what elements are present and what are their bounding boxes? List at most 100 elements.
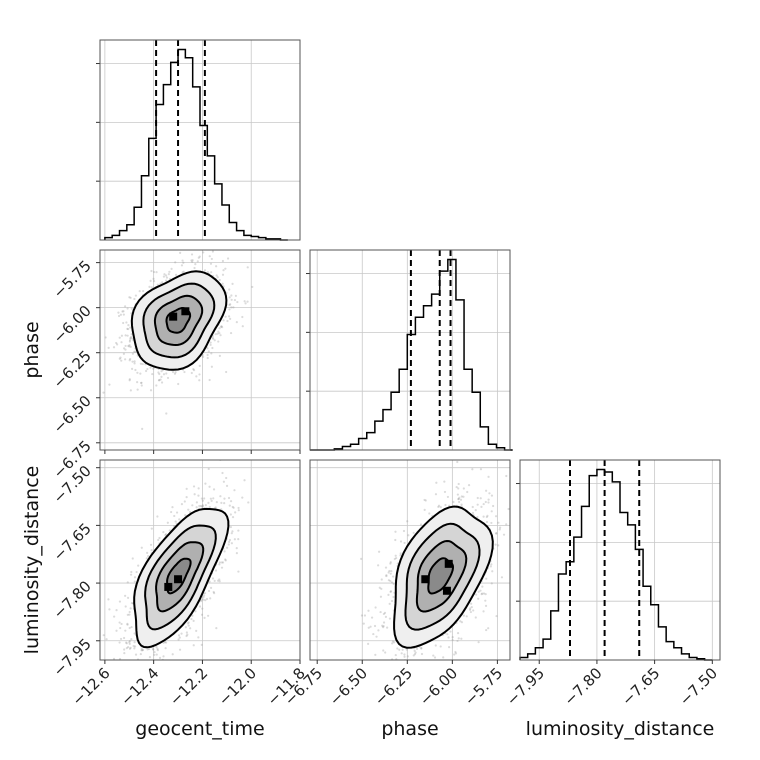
- sample-point: [129, 646, 132, 649]
- sample-point: [83, 338, 85, 340]
- sample-point: [128, 639, 131, 643]
- sample-point: [187, 508, 190, 511]
- sample-point: [485, 489, 488, 492]
- sample-point: [362, 622, 365, 625]
- sample-point: [195, 506, 198, 509]
- sample-point: [212, 497, 215, 500]
- sample-point: [211, 250, 215, 253]
- sample-point: [225, 370, 228, 374]
- sample-point: [102, 391, 105, 394]
- sample-point: [144, 369, 148, 373]
- sample-point: [120, 359, 123, 362]
- sample-point: [228, 540, 231, 543]
- sample-point: [229, 303, 232, 306]
- sample-point: [373, 624, 377, 628]
- sample-point: [470, 605, 473, 609]
- sample-point: [442, 656, 445, 659]
- sample-point: [375, 676, 377, 678]
- sample-point: [490, 521, 493, 525]
- sample-point: [134, 350, 137, 353]
- sample-point: [446, 633, 449, 636]
- sample-point: [228, 504, 231, 507]
- sample-point: [168, 529, 171, 532]
- sample-point: [487, 627, 490, 630]
- sample-point: [119, 313, 122, 316]
- sample-point: [451, 635, 454, 639]
- sample-point: [485, 628, 488, 632]
- sample-point: [476, 503, 479, 506]
- sample-point: [420, 652, 424, 656]
- sample-point: [392, 575, 395, 578]
- sample-point: [485, 520, 489, 524]
- sample-point: [207, 614, 210, 617]
- sample-point: [382, 621, 386, 624]
- sample-point: [399, 540, 403, 543]
- histogram-luminosity_distance: [519, 468, 713, 661]
- sample-point: [448, 646, 451, 649]
- sample-point: [185, 634, 188, 638]
- sample-point: [223, 502, 226, 505]
- sample-point: [166, 521, 169, 524]
- sample-point: [161, 281, 164, 284]
- sample-point: [219, 495, 222, 498]
- sample-point: [382, 649, 385, 652]
- sample-point: [130, 625, 133, 629]
- sample-point: [129, 389, 132, 392]
- sample-point: [214, 333, 217, 336]
- contour-2-sigma: [133, 507, 230, 649]
- sample-point: [247, 501, 250, 504]
- sample-point: [200, 598, 203, 601]
- sample-point: [367, 642, 370, 645]
- sample-point: [163, 640, 167, 644]
- sample-point: [460, 637, 463, 640]
- sample-point: [476, 515, 479, 519]
- sample-point: [225, 484, 229, 487]
- sample-point: [165, 412, 168, 415]
- sample-point: [180, 632, 183, 635]
- sample-point: [495, 532, 498, 535]
- sample-point: [139, 362, 142, 365]
- sample-point: [186, 622, 189, 625]
- sample-point: [389, 663, 391, 665]
- sample-point: [201, 504, 204, 508]
- sample-point: [393, 641, 396, 644]
- sample-point: [210, 499, 213, 502]
- sample-point: [225, 476, 228, 480]
- sample-point: [206, 356, 209, 360]
- sample-point: [175, 511, 179, 514]
- sample-point: [157, 538, 160, 542]
- sample-point: [233, 298, 237, 302]
- hist-frame-phase: [309, 249, 511, 451]
- sample-point: [178, 636, 181, 639]
- sample-point: [119, 637, 123, 641]
- sample-point: [150, 286, 153, 289]
- sample-point: [115, 629, 118, 632]
- sample-point: [484, 604, 488, 607]
- sample-point: [125, 646, 128, 650]
- sample-point: [389, 562, 392, 565]
- sample-point: [125, 642, 128, 645]
- sample-point: [443, 490, 447, 494]
- sample-point: [202, 596, 205, 599]
- sample-point: [149, 366, 152, 369]
- sample-point: [118, 641, 121, 644]
- sample-point: [222, 480, 225, 483]
- sample-point: [128, 344, 131, 347]
- sample-point: [210, 365, 213, 368]
- sample-point: [134, 294, 138, 297]
- sample-point: [201, 504, 204, 507]
- sample-point: [385, 574, 388, 578]
- sample-point: [460, 621, 464, 624]
- sample-point: [137, 564, 140, 567]
- sample-point: [177, 638, 180, 641]
- sample-point: [208, 580, 211, 583]
- sample-point: [129, 326, 132, 329]
- sample-point: [108, 383, 111, 386]
- sample-point: [112, 657, 116, 660]
- sample-point: [128, 647, 132, 650]
- contour-1-sigma: [155, 541, 205, 613]
- sample-point: [192, 644, 195, 647]
- sample-point: [387, 579, 390, 582]
- sample-point: [195, 375, 198, 378]
- sample-point: [160, 381, 164, 384]
